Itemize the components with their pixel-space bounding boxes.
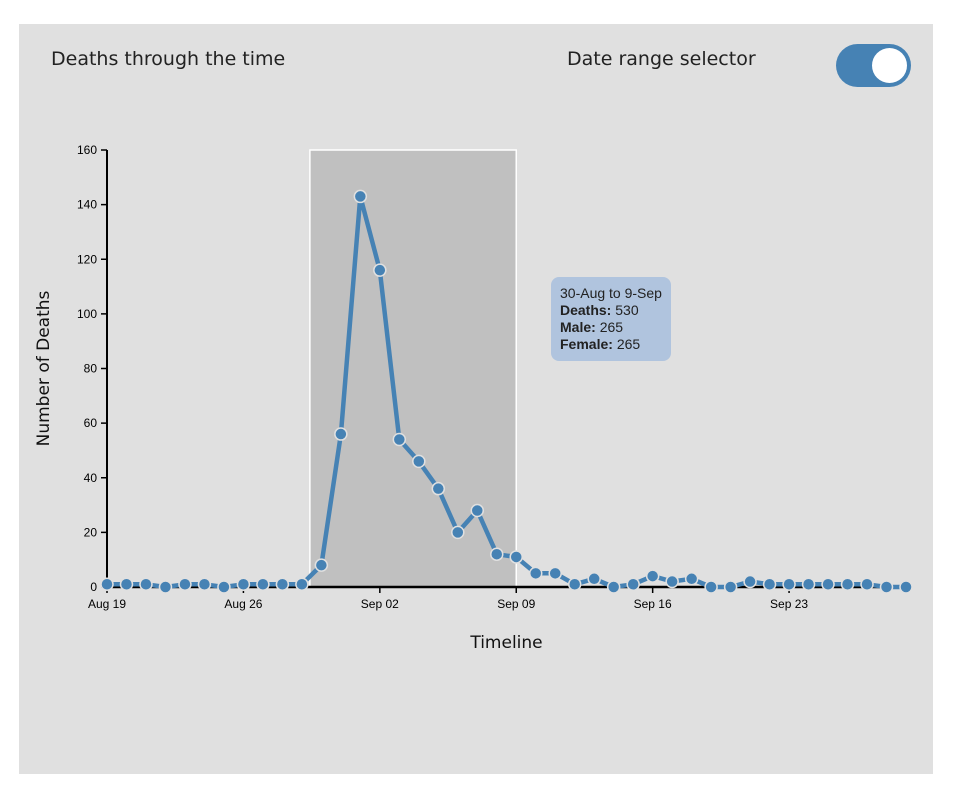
y-tick-label: 160 — [77, 143, 97, 157]
y-tick-label: 60 — [84, 416, 98, 430]
data-point[interactable] — [684, 572, 699, 586]
tooltip-male: Male: 265 — [560, 319, 662, 336]
data-point[interactable] — [782, 577, 796, 592]
chart-panel: Deaths through the time Date range selec… — [19, 24, 933, 774]
data-point[interactable] — [704, 580, 718, 594]
tooltip-deaths-label: Deaths: — [560, 302, 612, 318]
tooltip-female-label: Female: — [560, 336, 613, 352]
data-point[interactable] — [275, 577, 290, 592]
selection-tooltip: 30-Aug to 9-Sep Deaths: 530 Male: 265 Fe… — [551, 277, 671, 361]
x-axis-label: Timeline — [469, 633, 542, 653]
data-point[interactable] — [567, 577, 582, 592]
data-point[interactable] — [431, 481, 446, 496]
toggle-knob[interactable] — [872, 48, 907, 83]
tooltip-deaths: Deaths: 530 — [560, 302, 662, 319]
data-point[interactable] — [217, 580, 231, 594]
x-tick-label: Aug 26 — [224, 597, 262, 611]
data-point[interactable] — [197, 577, 212, 592]
data-point[interactable] — [119, 577, 134, 592]
data-point[interactable] — [626, 577, 640, 592]
data-point[interactable] — [528, 566, 543, 581]
x-tick-label: Sep 02 — [361, 597, 399, 611]
x-tick-label: Sep 09 — [497, 597, 535, 611]
y-axis-label: Number of Deaths — [34, 290, 54, 446]
tooltip-female-value: 265 — [616, 336, 641, 352]
tooltip-deaths-value: 530 — [615, 302, 639, 318]
data-point[interactable] — [743, 574, 757, 589]
data-point[interactable] — [256, 577, 270, 592]
tooltip-male-label: Male: — [560, 319, 596, 335]
data-point[interactable] — [879, 580, 894, 594]
y-axis: 0 20 40 60 80 100 120 140 160 — [77, 143, 108, 594]
data-point[interactable] — [899, 580, 913, 594]
x-axis: Aug 19 Aug 26 Sep 02 Sep 09 Sep 16 Sep 23 — [88, 585, 907, 611]
x-tick-label: Aug 19 — [88, 597, 126, 611]
data-point[interactable] — [587, 572, 601, 586]
data-point[interactable] — [490, 547, 504, 561]
data-point[interactable] — [645, 569, 660, 583]
tooltip-male-value: 265 — [599, 319, 624, 335]
data-point[interactable] — [821, 577, 835, 592]
data-point[interactable] — [314, 558, 329, 572]
data-point[interactable] — [353, 189, 368, 204]
data-point[interactable] — [100, 577, 114, 592]
data-points — [100, 189, 913, 594]
data-point[interactable] — [762, 577, 777, 592]
selection-brush[interactable] — [309, 149, 517, 588]
data-point[interactable] — [840, 577, 855, 592]
tooltip-female: Female: 265 — [560, 336, 662, 353]
data-point[interactable] — [139, 577, 153, 592]
data-point[interactable] — [451, 525, 465, 540]
data-point[interactable] — [373, 263, 387, 277]
data-point[interactable] — [295, 577, 309, 592]
y-tick-label: 0 — [90, 580, 97, 594]
data-point[interactable] — [723, 580, 738, 594]
date-range-selector-label: Date range selector — [567, 48, 756, 70]
data-point[interactable] — [334, 427, 348, 441]
x-tick-label: Sep 16 — [634, 597, 672, 611]
y-tick-label: 140 — [77, 198, 97, 212]
data-point[interactable] — [548, 566, 562, 581]
tooltip-range: 30-Aug to 9-Sep — [560, 285, 662, 301]
y-tick-label: 80 — [84, 362, 98, 376]
y-tick-label: 20 — [84, 525, 98, 539]
data-point[interactable] — [509, 550, 523, 564]
deaths-line-chart: 0 20 40 60 80 100 120 140 160 Aug 19 Aug 26 Sep 02… — [34, 143, 913, 653]
data-point[interactable] — [801, 577, 816, 592]
chart-title: Deaths through the time — [51, 48, 286, 70]
y-tick-label: 40 — [84, 471, 98, 485]
data-point[interactable] — [412, 454, 426, 469]
data-point[interactable] — [158, 580, 173, 594]
data-point[interactable] — [606, 580, 621, 594]
data-point[interactable] — [236, 577, 251, 592]
date-range-selector-toggle[interactable] — [836, 44, 911, 87]
y-tick-label: 120 — [77, 252, 97, 266]
x-tick-label: Sep 23 — [770, 597, 808, 611]
data-point[interactable] — [470, 503, 485, 518]
data-point[interactable] — [665, 574, 679, 589]
y-tick-label: 100 — [77, 307, 97, 321]
data-point[interactable] — [392, 432, 407, 447]
data-point[interactable] — [178, 577, 192, 592]
data-point[interactable] — [860, 577, 874, 592]
